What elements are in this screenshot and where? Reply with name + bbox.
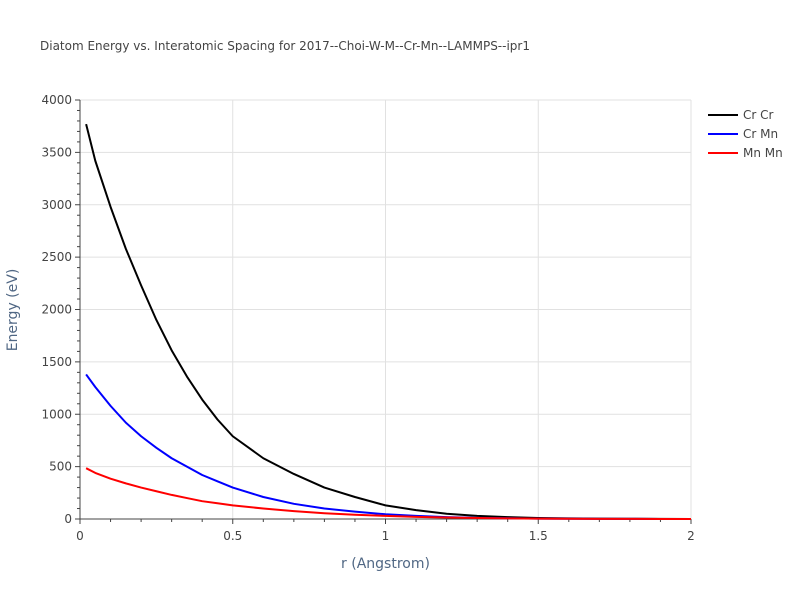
y-tick-label: 4000 <box>41 93 72 107</box>
legend-label-mn-mn: Mn Mn <box>743 146 783 160</box>
series-line-mn-mn <box>85 467 691 520</box>
x-tick-label: 1.5 <box>529 529 548 543</box>
x-tick-label: 0 <box>76 529 84 543</box>
chart-title: Diatom Energy vs. Interatomic Spacing fo… <box>40 39 530 53</box>
y-tick-label: 3000 <box>41 198 72 212</box>
y-axis-label: Energy (eV) <box>5 269 21 352</box>
x-tick-label: 2 <box>687 529 695 543</box>
x-axis-label: r (Angstrom) <box>341 556 430 572</box>
legend-label-cr-mn: Cr Mn <box>743 127 778 141</box>
series-layer <box>85 123 692 520</box>
y-tick-label: 2500 <box>41 250 72 264</box>
x-tick-label: 1 <box>382 529 390 543</box>
y-tick-label: 1000 <box>41 407 72 421</box>
y-tick-label: 0 <box>64 512 72 526</box>
y-tick-label: 500 <box>49 460 72 474</box>
x-tick-label: 0.5 <box>223 529 242 543</box>
y-tick-label: 3500 <box>41 145 72 159</box>
legend-layer: Cr Cr Cr Mn Mn Mn <box>708 108 783 160</box>
y-tick-label: 2000 <box>41 303 72 317</box>
y-tick-label: 1500 <box>41 355 72 369</box>
grid-layer <box>80 99 692 519</box>
legend-label-cr-cr: Cr Cr <box>743 108 774 122</box>
